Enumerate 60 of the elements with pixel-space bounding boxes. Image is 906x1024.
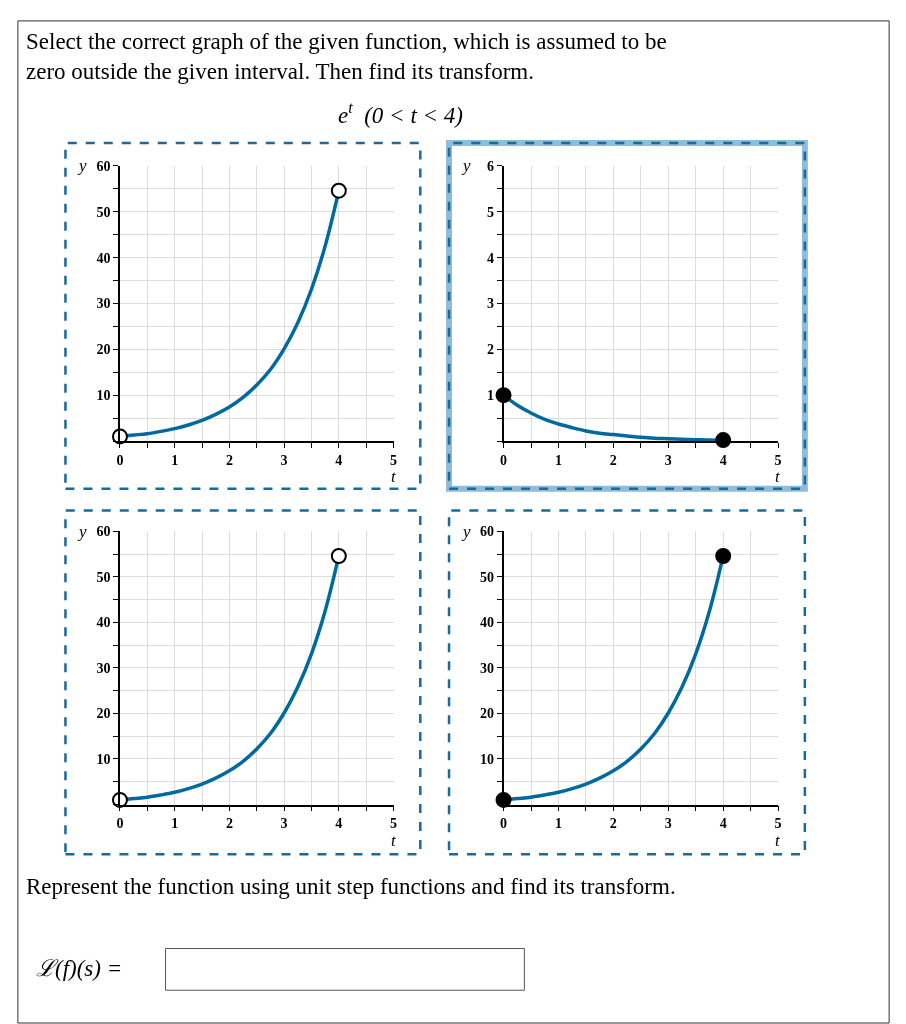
y-tick-label: 60: [96, 158, 111, 174]
y-tick-label: 3: [487, 296, 494, 312]
x-tick-label: 5: [390, 816, 398, 832]
x-tick-label: 4: [335, 452, 343, 468]
y-tick-label: 10: [96, 751, 111, 767]
x-tick-label: 2: [609, 816, 617, 832]
x-axis-title: t: [775, 467, 781, 486]
y-tick-label: 40: [96, 615, 111, 631]
x-tick-label: 1: [171, 816, 179, 832]
y-tick-label: 4: [487, 250, 494, 266]
y-tick-label: 30: [96, 296, 111, 312]
x-tick-label: 3: [280, 452, 288, 468]
y-tick-label: 6: [487, 158, 494, 174]
x-axis-title: t: [775, 831, 781, 850]
y-tick-label: 40: [480, 615, 494, 631]
y-tick-label: 50: [96, 569, 111, 585]
y-tick-label: 10: [96, 388, 111, 404]
y-tick-label: 40: [96, 250, 111, 266]
x-tick-label: 3: [664, 816, 672, 832]
y-tick-label: 30: [96, 660, 111, 676]
x-tick-label: 5: [390, 452, 398, 468]
x-axis-title: t: [391, 467, 397, 486]
y-tick-label: 30: [480, 660, 494, 676]
y-tick-label: 1: [487, 388, 494, 404]
x-tick-label: 1: [554, 816, 562, 832]
x-tick-label: 4: [335, 816, 343, 832]
y-tick-label: 60: [96, 524, 111, 540]
y-tick-label: 60: [480, 524, 494, 540]
y-tick-label: 10: [480, 751, 494, 767]
text: Represent the function using unit step functions and find its transform.: [26, 874, 676, 899]
y-tick-label: 50: [96, 204, 111, 220]
y-tick-label: 50: [480, 569, 494, 585]
y-tick-label: 2: [487, 342, 494, 358]
x-tick-label: 0: [500, 816, 508, 832]
y-tick-label: 20: [96, 706, 111, 722]
x-tick-label: 2: [225, 816, 233, 832]
text: e$^{t}$ (0 < t < 4): [338, 99, 463, 128]
x-tick-label: 4: [719, 816, 727, 832]
x-tick-label: 0: [500, 452, 508, 468]
x-axis-title: t: [391, 831, 397, 850]
x-tick-label: 4: [719, 452, 727, 468]
y-axis-title: y: [461, 156, 471, 175]
x-tick-label: 2: [609, 452, 617, 468]
x-tick-label: 1: [554, 452, 562, 468]
y-axis-title: y: [77, 156, 87, 175]
x-tick-label: 0: [116, 452, 124, 468]
x-tick-label: 1: [171, 452, 179, 468]
y-axis-title: y: [461, 522, 471, 541]
y-tick-label: 20: [96, 342, 111, 358]
x-tick-label: 0: [116, 816, 124, 832]
y-axis-title: y: [77, 522, 87, 541]
x-tick-label: 3: [280, 816, 288, 832]
y-tick-label: 20: [480, 706, 494, 722]
text: ℒ(f)(s) =: [36, 956, 123, 981]
y-tick-label: 5: [487, 204, 494, 220]
x-tick-label: 5: [774, 816, 782, 832]
text: Select the correct graph of the given function, which is assumed to be zero outside the given interval. Then find its transform.: [26, 29, 667, 84]
x-tick-label: 2: [225, 452, 233, 468]
x-tick-label: 3: [664, 452, 672, 468]
x-tick-label: 5: [774, 452, 782, 468]
